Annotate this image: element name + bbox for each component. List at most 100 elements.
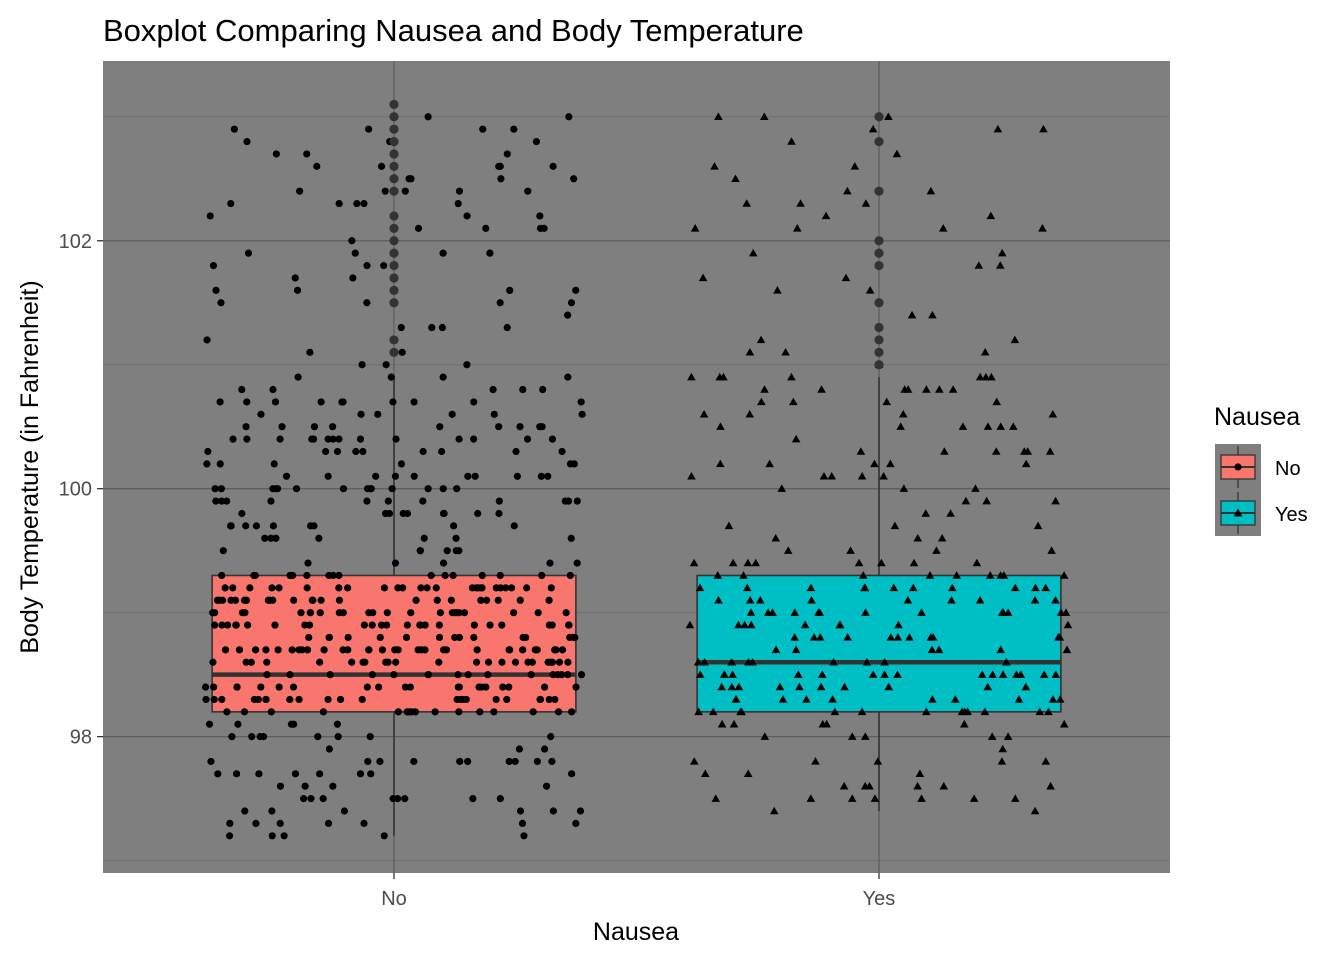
data-point — [806, 794, 816, 802]
outlier-point — [389, 335, 399, 345]
data-point — [280, 832, 288, 840]
data-point — [868, 124, 878, 133]
data-point — [952, 571, 961, 579]
data-point — [223, 497, 231, 505]
data-point — [297, 609, 305, 617]
data-point — [903, 595, 913, 604]
outlier-point — [874, 112, 884, 122]
data-point — [545, 596, 553, 604]
data-point — [868, 670, 878, 678]
data-point — [492, 695, 500, 704]
data-point — [401, 683, 409, 691]
data-point — [482, 224, 490, 232]
data-point — [292, 485, 301, 493]
data-point — [807, 595, 816, 604]
outlier-point — [389, 223, 399, 233]
data-point — [516, 807, 525, 815]
data-point — [991, 447, 1001, 455]
data-point — [564, 311, 572, 319]
data-point — [202, 695, 210, 704]
data-point — [997, 757, 1007, 765]
data-point — [860, 781, 870, 790]
data-point — [817, 670, 827, 678]
data-point — [564, 373, 572, 381]
data-point — [728, 558, 738, 567]
outlier-point — [874, 248, 884, 258]
data-point — [397, 323, 405, 332]
data-point — [934, 645, 944, 654]
data-point — [214, 770, 222, 778]
data-point — [410, 757, 418, 766]
data-point — [759, 112, 769, 121]
data-point — [739, 571, 748, 579]
data-point — [227, 596, 235, 604]
data-point — [527, 671, 535, 679]
data-point — [252, 522, 261, 530]
data-point — [998, 670, 1008, 678]
data-point — [303, 646, 312, 654]
data-point — [996, 645, 1006, 654]
data-point — [841, 273, 851, 282]
data-point — [455, 435, 463, 443]
data-point — [503, 323, 511, 332]
data-point — [455, 187, 464, 195]
data-point — [357, 410, 365, 418]
data-point — [536, 212, 544, 220]
data-point — [814, 608, 823, 616]
data-point — [983, 422, 993, 430]
data-point — [729, 719, 739, 728]
data-point — [922, 385, 931, 393]
data-point — [980, 707, 990, 716]
data-point — [464, 472, 472, 480]
data-point — [216, 398, 224, 406]
data-point — [913, 781, 922, 790]
data-point — [995, 261, 1005, 269]
data-point — [205, 720, 214, 728]
data-point — [380, 584, 389, 592]
data-point — [436, 423, 444, 431]
data-point — [496, 795, 504, 803]
data-point — [316, 770, 324, 778]
data-point — [421, 646, 429, 654]
data-point — [524, 187, 532, 195]
data-point — [388, 485, 396, 493]
data-point — [519, 646, 527, 654]
legend: Nausea No Yes — [1214, 403, 1308, 536]
data-point — [306, 348, 314, 356]
data-point — [728, 670, 737, 678]
data-point — [511, 658, 520, 666]
data-point — [335, 435, 343, 443]
data-point — [335, 609, 343, 617]
data-point — [746, 608, 756, 616]
data-point — [211, 485, 219, 493]
data-point — [687, 372, 696, 381]
data-point — [787, 372, 796, 381]
data-point — [394, 795, 402, 803]
data-point — [263, 671, 271, 679]
data-point — [815, 633, 825, 641]
data-point — [555, 658, 564, 666]
outlier-point — [389, 186, 399, 196]
data-point — [751, 558, 761, 567]
data-point — [544, 472, 552, 480]
data-point — [291, 770, 300, 778]
data-point — [757, 397, 766, 406]
data-point — [348, 658, 356, 666]
data-point — [209, 658, 217, 666]
data-point — [516, 423, 524, 431]
data-point — [821, 211, 831, 220]
data-point — [289, 571, 297, 580]
data-point — [558, 646, 567, 654]
data-point — [232, 621, 240, 629]
data-point — [438, 323, 446, 332]
data-point — [358, 361, 366, 369]
data-point — [243, 137, 251, 146]
data-point — [451, 633, 459, 642]
data-point — [1051, 496, 1060, 505]
data-point — [419, 447, 427, 456]
data-point — [494, 596, 502, 604]
data-point — [247, 658, 255, 666]
data-point — [693, 657, 703, 666]
data-point — [1014, 695, 1024, 703]
data-point — [287, 720, 296, 728]
